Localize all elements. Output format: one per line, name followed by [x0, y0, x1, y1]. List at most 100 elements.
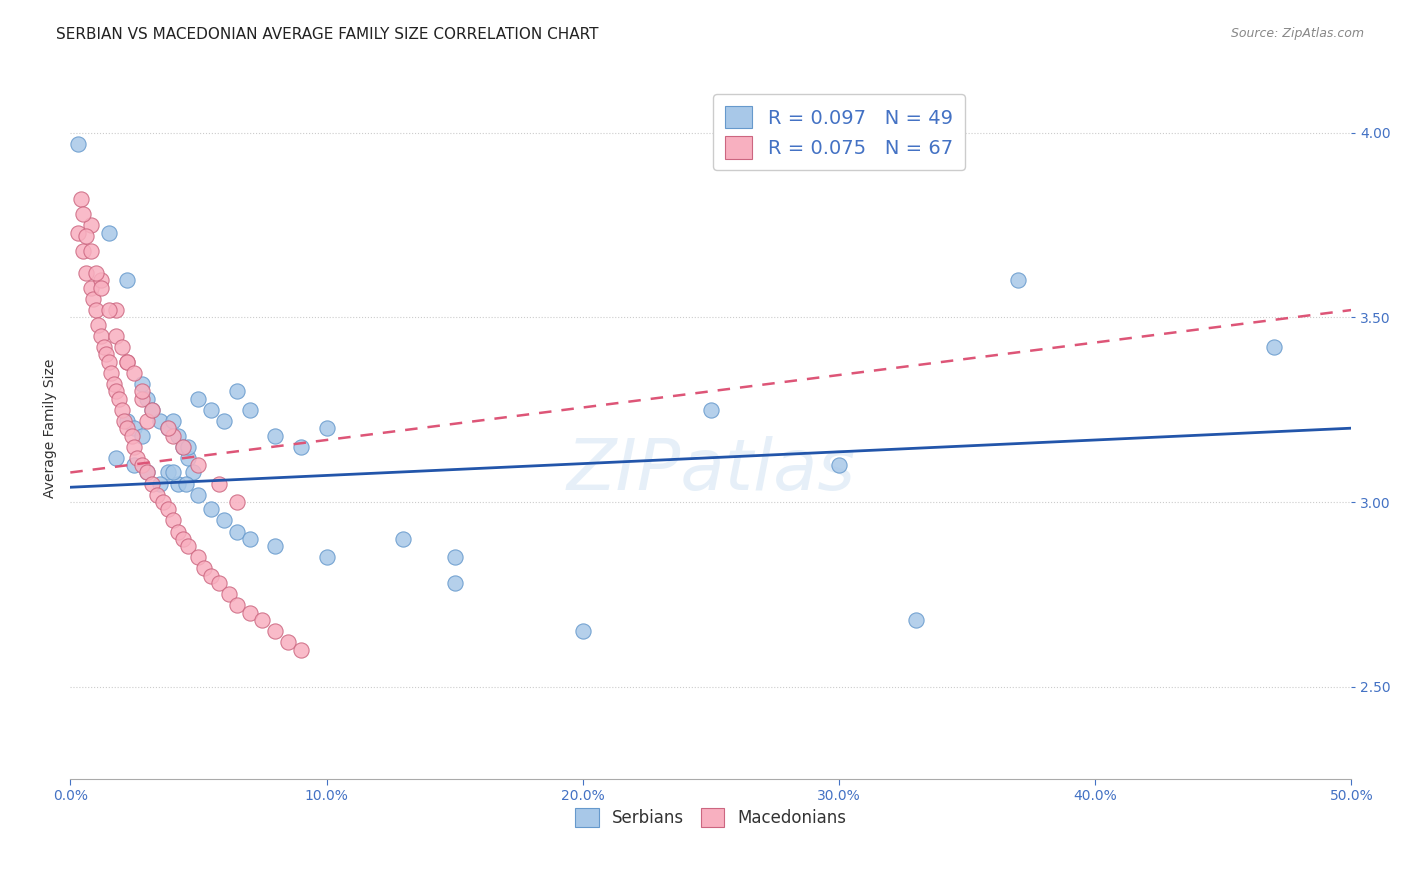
Point: [177, 450, 200, 465]
Point: [75, 266, 97, 280]
Point: [124, 421, 146, 435]
Point: [187, 550, 209, 565]
Point: [136, 466, 159, 480]
Point: [97, 226, 120, 240]
Point: [72, 207, 94, 221]
Point: [177, 440, 200, 454]
Point: [200, 569, 222, 583]
Point: [156, 421, 179, 435]
Point: [177, 539, 200, 553]
Point: [97, 303, 120, 318]
Point: [290, 440, 312, 454]
Point: [105, 450, 128, 465]
Point: [82, 292, 104, 306]
Point: [443, 576, 465, 591]
Point: [136, 414, 159, 428]
Point: [115, 355, 138, 369]
Point: [264, 624, 287, 639]
Point: [112, 414, 135, 428]
Point: [162, 513, 184, 527]
Point: [156, 466, 179, 480]
Point: [115, 355, 138, 369]
Point: [172, 532, 194, 546]
Point: [100, 366, 122, 380]
Point: [156, 421, 179, 435]
Point: [90, 329, 112, 343]
Point: [131, 458, 153, 472]
Point: [252, 613, 274, 627]
Point: [97, 355, 120, 369]
Point: [66, 136, 89, 151]
Point: [108, 392, 131, 406]
Text: ZIPatlas: ZIPatlas: [567, 436, 855, 505]
Point: [90, 273, 112, 287]
Point: [131, 392, 153, 406]
Point: [218, 587, 240, 601]
Point: [105, 329, 128, 343]
Point: [149, 476, 172, 491]
Point: [225, 384, 247, 399]
Point: [290, 642, 312, 657]
Point: [105, 303, 128, 318]
Point: [131, 384, 153, 399]
Point: [146, 488, 169, 502]
Point: [162, 414, 184, 428]
Point: [187, 458, 209, 472]
Point: [264, 539, 287, 553]
Point: [156, 502, 179, 516]
Point: [225, 495, 247, 509]
Point: [264, 428, 287, 442]
Point: [392, 532, 415, 546]
Point: [93, 340, 115, 354]
Point: [1007, 273, 1029, 287]
Point: [162, 466, 184, 480]
Text: Source: ZipAtlas.com: Source: ZipAtlas.com: [1230, 27, 1364, 40]
Point: [124, 440, 146, 454]
Point: [141, 402, 163, 417]
Point: [136, 466, 159, 480]
Point: [66, 226, 89, 240]
Point: [172, 440, 194, 454]
Point: [80, 281, 103, 295]
Point: [87, 318, 110, 332]
Point: [225, 524, 247, 539]
Point: [80, 244, 103, 258]
Point: [131, 376, 153, 391]
Point: [193, 561, 215, 575]
Point: [200, 502, 222, 516]
Point: [80, 218, 103, 232]
Point: [105, 384, 128, 399]
Point: [239, 402, 262, 417]
Point: [115, 414, 138, 428]
Point: [115, 421, 138, 435]
Point: [110, 402, 132, 417]
Point: [167, 428, 190, 442]
Point: [208, 576, 231, 591]
Point: [904, 613, 927, 627]
Point: [225, 599, 247, 613]
Point: [110, 340, 132, 354]
Point: [90, 281, 112, 295]
Point: [149, 414, 172, 428]
Point: [84, 266, 107, 280]
Point: [208, 476, 231, 491]
Point: [828, 458, 851, 472]
Point: [200, 402, 222, 417]
Point: [167, 524, 190, 539]
Point: [315, 550, 337, 565]
Point: [443, 550, 465, 565]
Point: [131, 428, 153, 442]
Point: [124, 458, 146, 472]
Point: [115, 273, 138, 287]
Point: [125, 450, 148, 465]
Point: [75, 229, 97, 244]
Point: [315, 421, 337, 435]
Text: SERBIAN VS MACEDONIAN AVERAGE FAMILY SIZE CORRELATION CHART: SERBIAN VS MACEDONIAN AVERAGE FAMILY SIZ…: [56, 27, 599, 42]
Point: [152, 495, 174, 509]
Point: [1263, 340, 1285, 354]
Point: [174, 476, 197, 491]
Point: [84, 303, 107, 318]
Point: [136, 392, 159, 406]
Point: [141, 476, 163, 491]
Point: [239, 532, 262, 546]
